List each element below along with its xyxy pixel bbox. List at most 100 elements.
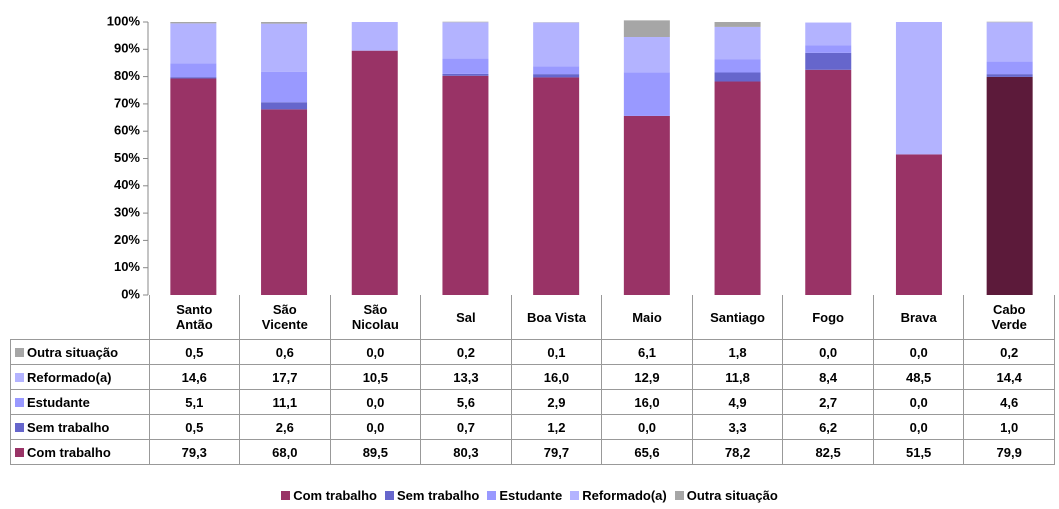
value-cell: 0,5 — [148, 339, 241, 365]
bar-segment — [714, 22, 761, 27]
value-cell: 8,4 — [782, 364, 874, 390]
x-tick-label: Fogo — [812, 309, 844, 325]
y-tick-label: 20% — [114, 232, 140, 247]
table-row: Estudante 5,1 11,1 0,0 5,6 2,9 16,0 4,9 2,7 0,0 4,… — [10, 389, 1055, 415]
value-cell: 65,6 — [601, 439, 693, 465]
table-row: Reformado(a) 14,6 17,7 10,5 13,3 16,0 12,9 11,8… — [10, 364, 1055, 390]
bar-segment — [986, 61, 1033, 75]
value-cell: 0,0 — [329, 339, 422, 365]
value-cell: 14,4 — [963, 364, 1055, 390]
bar-segment — [986, 21, 1033, 23]
value-cell: 0,7 — [420, 414, 512, 440]
bar-segment — [442, 58, 489, 74]
legend-item: Reformado(a) — [570, 488, 667, 503]
bar-segment — [714, 72, 761, 82]
row-label: Sem trabalho — [10, 414, 150, 440]
x-tick-label: Cabo Verde — [991, 302, 1027, 332]
value-cell: 16,0 — [601, 389, 693, 415]
legend-swatch — [15, 447, 24, 457]
y-tick-label: 80% — [114, 68, 140, 83]
bar-segment — [351, 50, 398, 295]
table-row: Outra situação 0,5 0,6 0,0 0,2 0,1 6,1 1,8 0,0 0,… — [10, 339, 1055, 365]
legend-swatch — [385, 491, 395, 500]
bar-segment — [895, 154, 942, 295]
category-cell: São Vicente — [239, 295, 331, 340]
value-cell: 0,0 — [872, 339, 965, 365]
bar-segment — [533, 66, 580, 75]
x-tick-label: São Nicolau — [351, 302, 399, 332]
legend-item: Com trabalho — [281, 488, 377, 503]
legend-label: Estudante — [499, 488, 563, 503]
value-cell: 11,1 — [239, 389, 331, 415]
value-cell: 4,6 — [963, 389, 1055, 415]
table-header-row: Santo Antão São Vicente São Nicolau Sal Boa … — [11, 295, 1055, 340]
bar-segment — [623, 37, 670, 73]
value-cell: 82,5 — [782, 439, 874, 465]
legend-swatch — [674, 491, 684, 500]
bar-segment — [261, 71, 308, 103]
row-name: Estudante — [27, 394, 90, 410]
value-cell: 1,8 — [691, 339, 784, 365]
bar-segment — [261, 22, 308, 24]
value-cell: 2,9 — [510, 389, 603, 415]
bar-segment — [170, 23, 217, 64]
bar-segment — [623, 72, 670, 116]
value-cell: 0,0 — [872, 414, 965, 440]
value-cell: 0,0 — [329, 414, 422, 440]
value-cell: 12,9 — [601, 364, 693, 390]
category-cell: Maio — [601, 295, 693, 340]
legend-swatch — [15, 397, 24, 407]
value-cell: 0,0 — [601, 414, 693, 440]
y-tick-label: 70% — [114, 95, 140, 110]
blank-cell — [11, 295, 150, 340]
value-cell: 51,5 — [872, 439, 965, 465]
y-tick-label: 50% — [114, 150, 140, 165]
bar-segment — [442, 21, 489, 23]
x-tick-label: Boa Vista — [526, 309, 586, 325]
value-cell: 0,2 — [420, 339, 512, 365]
legend-swatch — [281, 491, 291, 500]
value-cell: 10,5 — [329, 364, 422, 390]
legend-item: Sem trabalho — [385, 488, 479, 503]
row-label: Com trabalho — [10, 439, 150, 465]
bar-segment — [442, 73, 489, 76]
bar-segment — [714, 81, 761, 295]
bar-segment — [714, 26, 761, 60]
x-tick-label: Santiago — [710, 309, 765, 325]
category-cell: Brava — [872, 295, 965, 340]
value-cell: 16,0 — [510, 364, 603, 390]
value-cell: 89,5 — [329, 439, 422, 465]
legend-swatch — [15, 422, 24, 432]
legend-label: Outra situação — [686, 488, 778, 503]
value-cell: 0,2 — [963, 339, 1055, 365]
value-cell: 0,5 — [148, 414, 241, 440]
legend-label: Com trabalho — [293, 488, 378, 503]
category-cell: Santiago — [691, 295, 784, 340]
bar-segment — [533, 22, 580, 67]
value-cell: 0,6 — [239, 339, 331, 365]
bar-segment — [170, 77, 217, 79]
legend-swatch — [487, 491, 497, 500]
bar-segment — [170, 63, 217, 78]
row-label: Reformado(a) — [10, 364, 150, 390]
row-label: Estudante — [10, 389, 150, 415]
value-cell: 14,6 — [148, 364, 241, 390]
legend-swatch — [15, 372, 24, 382]
value-cell: 68,0 — [239, 439, 331, 465]
legend-item: Outra situação — [674, 488, 778, 503]
value-cell: 0,0 — [329, 389, 422, 415]
x-tick-label: Sal — [456, 309, 476, 325]
table-row: Sem trabalho 0,5 2,6 0,0 0,7 1,2 0,0 3,3 6,2 0,0 1… — [10, 414, 1055, 440]
x-tick-label: Brava — [900, 309, 937, 325]
legend-swatch — [570, 491, 580, 500]
category-cell: Santo Antão — [148, 295, 241, 340]
bar-segment — [623, 115, 670, 295]
bar-segment — [805, 45, 852, 53]
row-name: Sem trabalho — [27, 419, 110, 435]
bar-segment — [805, 52, 852, 70]
y-tick-label: 90% — [114, 41, 140, 56]
x-tick-label: Santo Antão — [175, 302, 213, 332]
bar-segment — [261, 109, 308, 295]
